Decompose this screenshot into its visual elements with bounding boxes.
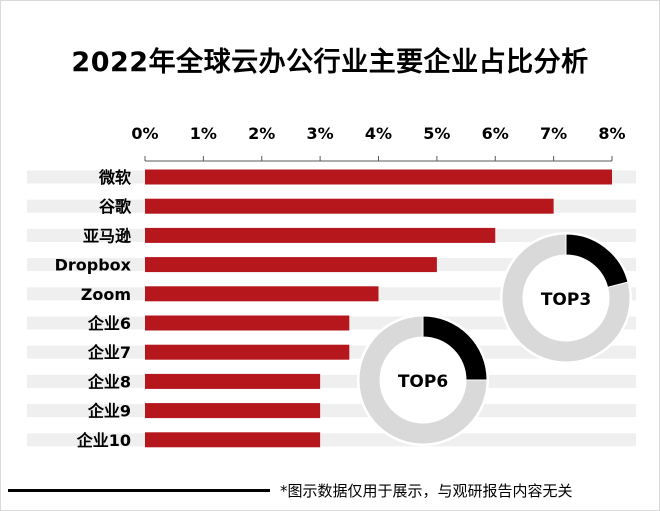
x-tick-label: 7%: [540, 124, 567, 143]
donut-label: TOP3: [541, 290, 591, 310]
category-label: 企业7: [87, 343, 131, 362]
x-tick-label: 0%: [131, 124, 158, 143]
x-tick-label: 4%: [365, 124, 392, 143]
category-label: 企业10: [76, 431, 131, 450]
category-label: Dropbox: [55, 256, 132, 275]
category-label: Zoom: [81, 285, 131, 304]
x-tick-label: 8%: [598, 124, 625, 143]
x-tick-label: 2%: [248, 124, 275, 143]
bar-3: [145, 227, 496, 243]
footer-rule: [8, 489, 270, 492]
x-axis: 0% 1% 2% 3% 4% 5% 6% 7% 8%: [131, 124, 626, 162]
donut-top3: TOP3: [500, 232, 632, 364]
category-label: 亚马逊: [83, 226, 131, 245]
bar-5: [145, 286, 379, 302]
donut-label: TOP6: [398, 372, 448, 392]
bar-10: [145, 432, 321, 448]
donut-slice: [358, 315, 488, 445]
x-tick-label: 3%: [307, 124, 334, 143]
bar-2: [145, 198, 554, 214]
category-label: 微软: [98, 168, 131, 187]
bar-4: [145, 257, 437, 273]
category-label: 企业9: [87, 402, 131, 421]
bar-8: [145, 373, 321, 389]
bar-7: [145, 344, 350, 360]
chart-title: 2022年全球云办公行业主要企业占比分析: [71, 47, 589, 78]
bar-6: [145, 315, 350, 331]
x-tick-label: 6%: [482, 124, 509, 143]
category-label: 企业8: [87, 372, 131, 391]
donut-insets: TOP3 TOP6: [357, 232, 632, 446]
bar-9: [145, 403, 321, 419]
bar-1: [145, 169, 612, 185]
donut-slice: [501, 233, 631, 363]
category-label: 企业6: [87, 314, 131, 333]
x-tick-label: 1%: [190, 124, 217, 143]
footnote: *图示数据仅用于展示，与观研报告内容无关: [280, 482, 573, 500]
bars: [145, 169, 612, 448]
category-label: 谷歌: [99, 197, 132, 216]
donut-top6: TOP6: [357, 314, 489, 446]
x-tick-label: 5%: [423, 124, 450, 143]
